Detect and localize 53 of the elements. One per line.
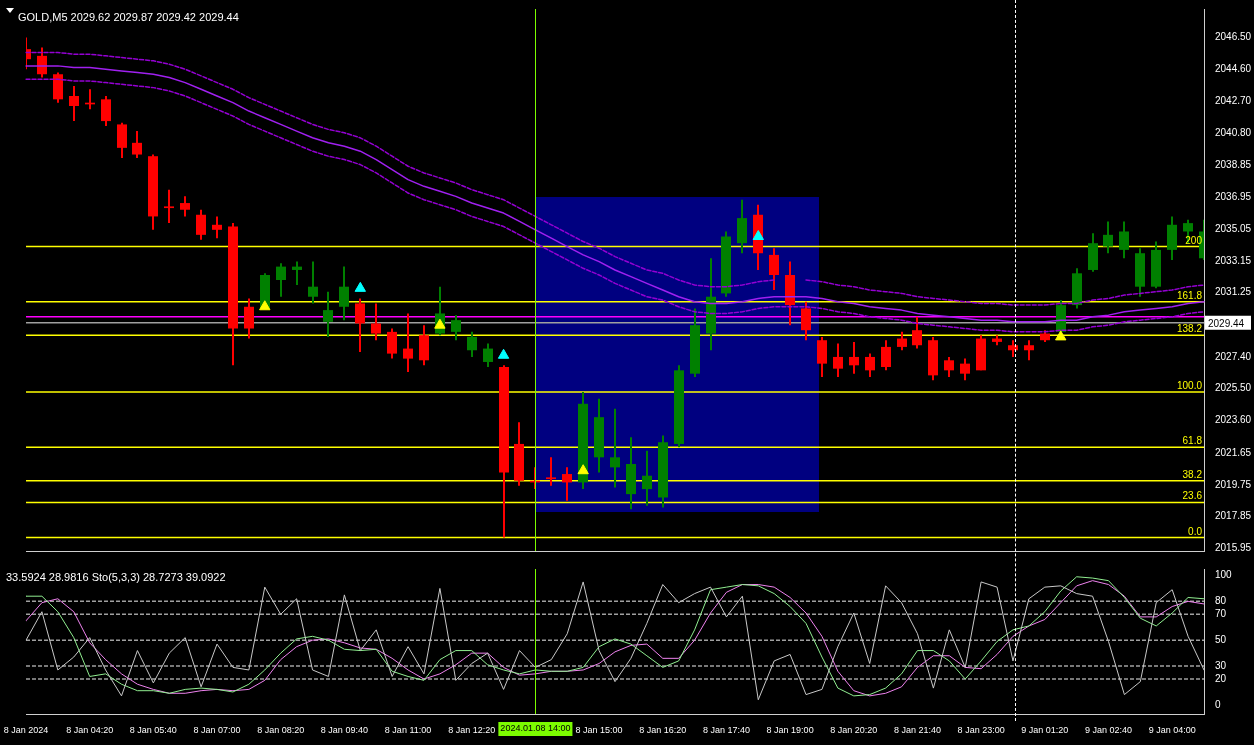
annotation: 38.2 bbox=[1182, 468, 1203, 480]
y-tick-label: 2040.80 bbox=[1215, 126, 1252, 138]
x-tick-label: 8 Jan 23:00 bbox=[957, 724, 1005, 735]
annotation: 161.8 bbox=[1176, 289, 1203, 301]
y-tick-label: 2042.70 bbox=[1215, 94, 1252, 106]
x-tick-label: 8 Jan 12:20 bbox=[448, 724, 496, 735]
y-tick-label: 2036.95 bbox=[1215, 190, 1252, 202]
x-tick-label: 8 Jan 04:20 bbox=[66, 724, 114, 735]
annotation: 61.8 bbox=[1182, 435, 1203, 447]
y-tick-label: 2033.15 bbox=[1215, 254, 1252, 266]
y-tick-label: 2019.75 bbox=[1215, 478, 1252, 490]
y-tick-label: 2017.85 bbox=[1215, 510, 1252, 522]
chart-title: GOLD,M5 2029.62 2029.87 2029.42 2029.44 bbox=[18, 11, 239, 23]
y-tick-label: 2044.60 bbox=[1215, 62, 1252, 74]
annotation: 100.0 bbox=[1176, 380, 1203, 392]
x-tick-label: 8 Jan 16:20 bbox=[639, 724, 687, 735]
x-tick-label: 9 Jan 01:20 bbox=[1021, 724, 1069, 735]
x-tick-label: 8 Jan 07:00 bbox=[193, 724, 241, 735]
x-tick-label: 8 Jan 11:00 bbox=[384, 724, 432, 735]
x-tick-label: 8 Jan 15:00 bbox=[575, 724, 623, 735]
y-tick-label: 20 bbox=[1215, 672, 1227, 684]
y-tick-label: 2035.05 bbox=[1215, 222, 1252, 234]
y-tick-label: 50 bbox=[1215, 633, 1227, 645]
y-tick-label: 30 bbox=[1215, 659, 1227, 671]
y-tick-label: 2023.60 bbox=[1215, 414, 1252, 426]
x-tick-label: 9 Jan 04:00 bbox=[1148, 724, 1196, 735]
x-tick-label: 8 Jan 08:20 bbox=[257, 724, 305, 735]
x-tick-label: 8 Jan 05:40 bbox=[129, 724, 177, 735]
y-tick-label: 2021.65 bbox=[1215, 446, 1252, 458]
x-tick-label: 8 Jan 17:40 bbox=[702, 724, 750, 735]
annotation: 138.2 bbox=[1176, 323, 1203, 335]
x-tick-label: 8 Jan 09:40 bbox=[320, 724, 368, 735]
annotation: 0.0 bbox=[1188, 525, 1203, 537]
y-tick-label: 100 bbox=[1215, 569, 1233, 581]
y-tick-label: 2015.95 bbox=[1215, 542, 1252, 554]
annotation: 23.6 bbox=[1182, 490, 1203, 502]
x-tick-label: 9 Jan 02:40 bbox=[1084, 724, 1133, 735]
annotation: 200 bbox=[1185, 234, 1203, 246]
y-tick-label: 2046.50 bbox=[1215, 31, 1252, 43]
x-tick-label: 8 Jan 2024 bbox=[3, 724, 49, 735]
y-tick-label: 2025.50 bbox=[1215, 382, 1252, 394]
x-tick-label: 2024.01.08 14:00 bbox=[500, 723, 571, 734]
y-tick-label: 2038.85 bbox=[1215, 159, 1252, 171]
y-tick-label: 2031.25 bbox=[1215, 286, 1252, 298]
y-tick-label: 2027.40 bbox=[1215, 350, 1252, 362]
x-tick-label: 8 Jan 20:20 bbox=[830, 724, 878, 735]
ref-line-label: 2029.44 bbox=[1208, 317, 1245, 329]
y-tick-label: 70 bbox=[1215, 608, 1227, 620]
chart-title: 33.5924 28.9816 Sto(5,3,3) 28.7273 39.0922 bbox=[6, 571, 226, 583]
x-tick-label: 8 Jan 21:40 bbox=[893, 724, 941, 735]
y-tick-label: 80 bbox=[1215, 595, 1227, 607]
x-tick-label: 8 Jan 19:00 bbox=[766, 724, 814, 735]
y-tick-label: 0 bbox=[1215, 698, 1221, 710]
